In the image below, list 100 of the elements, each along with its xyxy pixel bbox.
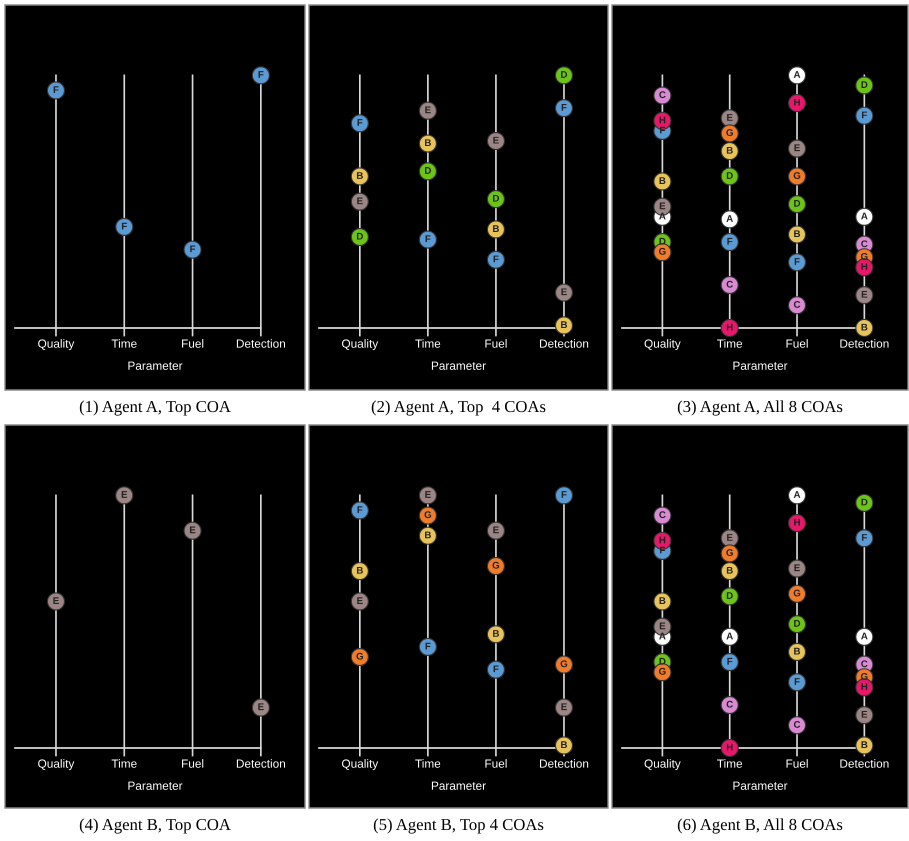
series-label: E [862, 290, 868, 298]
series-label: D [861, 498, 868, 506]
series-label: G [860, 672, 868, 680]
text: H [794, 98, 800, 106]
x-tick-label: Time [717, 759, 742, 768]
x-tick-label: Detection [840, 759, 889, 768]
series-label: D [561, 71, 568, 78]
text: H [861, 263, 868, 270]
text: A [861, 632, 868, 640]
x-axis-title: Parameter [432, 362, 486, 370]
text: (1) Agent A, Top COA [80, 400, 231, 416]
text: G [659, 668, 666, 675]
x-tick-label: Quality [342, 759, 378, 770]
text: B [794, 648, 800, 654]
series-label: B [493, 225, 499, 232]
x-tick-label: Fuel [182, 339, 204, 348]
series-label: F [794, 258, 800, 265]
x-axis-title: Parameter [733, 362, 788, 370]
series-label: F [258, 71, 264, 78]
text: G [356, 652, 364, 660]
series-label: F [794, 678, 800, 685]
text: B [493, 630, 499, 637]
series-label: E [425, 491, 431, 498]
text: C [726, 280, 733, 288]
text: E [727, 114, 733, 121]
text: A [726, 215, 733, 222]
text: B [561, 321, 568, 328]
text: E [660, 202, 666, 210]
text: D [356, 232, 363, 240]
x-tick-label: Fuel [485, 759, 507, 768]
x-tick-label: Time [112, 759, 137, 768]
text: E [357, 197, 363, 204]
series-label: H [726, 744, 733, 751]
text: E [862, 710, 868, 718]
text: F [494, 665, 499, 672]
series-label: C [861, 660, 868, 668]
x-tick-label: Quality [38, 759, 74, 770]
text: G [659, 248, 666, 255]
text: (5) Agent B, Top 4 COAs [374, 818, 544, 834]
text: E [561, 703, 567, 710]
text: A [794, 71, 800, 78]
x-axis-title: Parameter [432, 782, 486, 790]
x-tick-label: Detection [540, 339, 588, 348]
text: E [53, 597, 59, 604]
text: E [357, 597, 363, 604]
text: D [660, 238, 666, 245]
series-label: H [726, 324, 733, 331]
x-tick-label: Time [415, 339, 440, 348]
text: (2) Agent A, Top 4 COAs [372, 400, 546, 416]
text: G [726, 549, 733, 556]
text: E [493, 526, 499, 534]
text: B [794, 230, 800, 238]
text: A [794, 491, 800, 498]
text: (4) Agent B, Top COA [80, 818, 231, 834]
text: D [425, 167, 431, 174]
text: F [358, 506, 362, 513]
x-axis-title: Parameter [128, 362, 182, 370]
x-axis-title: Parameter [733, 782, 788, 790]
series-label: B [660, 177, 666, 184]
text: G [492, 562, 500, 569]
series-label: E [190, 526, 196, 534]
text: G [560, 660, 568, 668]
text: C [659, 91, 666, 98]
text: F [562, 104, 567, 111]
text: D [726, 172, 733, 179]
text: E [122, 491, 128, 498]
text: E [425, 106, 431, 114]
text: B [861, 741, 868, 748]
text: C [726, 700, 733, 708]
x-tick-label: Detection [236, 339, 286, 348]
x-tick-label: Time [717, 339, 742, 348]
x-tick-label: Quality [38, 339, 74, 350]
text: B [561, 741, 568, 748]
text: B [356, 172, 363, 179]
series-label: F [562, 491, 567, 498]
text: B [425, 532, 431, 538]
text: E [794, 144, 800, 152]
x-tick-label: Detection [236, 759, 286, 768]
series-label: F [358, 119, 362, 126]
text: G [794, 590, 800, 596]
series-label: C [861, 240, 868, 248]
series-label: G [424, 511, 432, 518]
text: E [493, 136, 499, 144]
text: G [794, 172, 800, 180]
series-label: B [660, 597, 666, 604]
x-tick-label: Fuel [182, 759, 204, 768]
text: C [659, 511, 666, 518]
x-tick-label: Time [112, 339, 137, 348]
text: F [190, 245, 196, 252]
text: B [425, 139, 431, 146]
text: D [726, 592, 733, 599]
text: F [54, 86, 59, 93]
x-tick-label: Fuel [485, 339, 507, 348]
x-axis-title: Parameter [128, 782, 182, 790]
text: B [861, 324, 868, 331]
text: F [122, 222, 127, 230]
text: F [862, 534, 867, 541]
text: C [794, 720, 800, 728]
text: F [727, 238, 732, 245]
text: (3) Agent A, All 8 COAs [678, 400, 842, 416]
